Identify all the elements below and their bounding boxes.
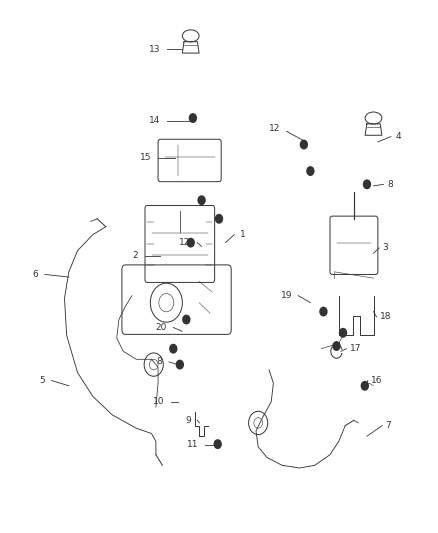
Text: 8: 8 xyxy=(388,180,394,189)
Text: 18: 18 xyxy=(380,312,392,321)
Text: 19: 19 xyxy=(281,291,292,300)
Text: 8: 8 xyxy=(157,358,162,367)
Text: 1: 1 xyxy=(240,230,246,239)
Circle shape xyxy=(189,114,196,122)
Circle shape xyxy=(361,382,368,390)
Text: 11: 11 xyxy=(187,440,198,449)
Circle shape xyxy=(214,440,221,448)
Circle shape xyxy=(307,167,314,175)
Text: 12: 12 xyxy=(179,238,191,247)
Circle shape xyxy=(339,328,346,337)
Circle shape xyxy=(320,308,327,316)
Circle shape xyxy=(364,180,371,189)
Circle shape xyxy=(198,196,205,205)
Text: 14: 14 xyxy=(149,116,160,125)
Text: 7: 7 xyxy=(385,421,391,430)
Text: 3: 3 xyxy=(382,244,388,253)
Text: 5: 5 xyxy=(39,376,45,385)
Text: 13: 13 xyxy=(149,45,160,54)
Text: 12: 12 xyxy=(268,124,280,133)
Circle shape xyxy=(177,360,184,369)
Text: 6: 6 xyxy=(33,270,39,279)
Circle shape xyxy=(170,344,177,353)
Text: 16: 16 xyxy=(371,376,382,385)
Text: 10: 10 xyxy=(153,397,165,406)
Circle shape xyxy=(215,215,223,223)
Text: 2: 2 xyxy=(133,252,138,261)
Text: 17: 17 xyxy=(350,344,361,353)
Circle shape xyxy=(187,238,194,247)
Text: 20: 20 xyxy=(155,323,167,332)
Text: 4: 4 xyxy=(395,132,401,141)
Circle shape xyxy=(333,342,340,350)
Text: 9: 9 xyxy=(185,416,191,425)
Circle shape xyxy=(300,140,307,149)
Circle shape xyxy=(183,316,190,324)
Text: 15: 15 xyxy=(140,154,152,163)
